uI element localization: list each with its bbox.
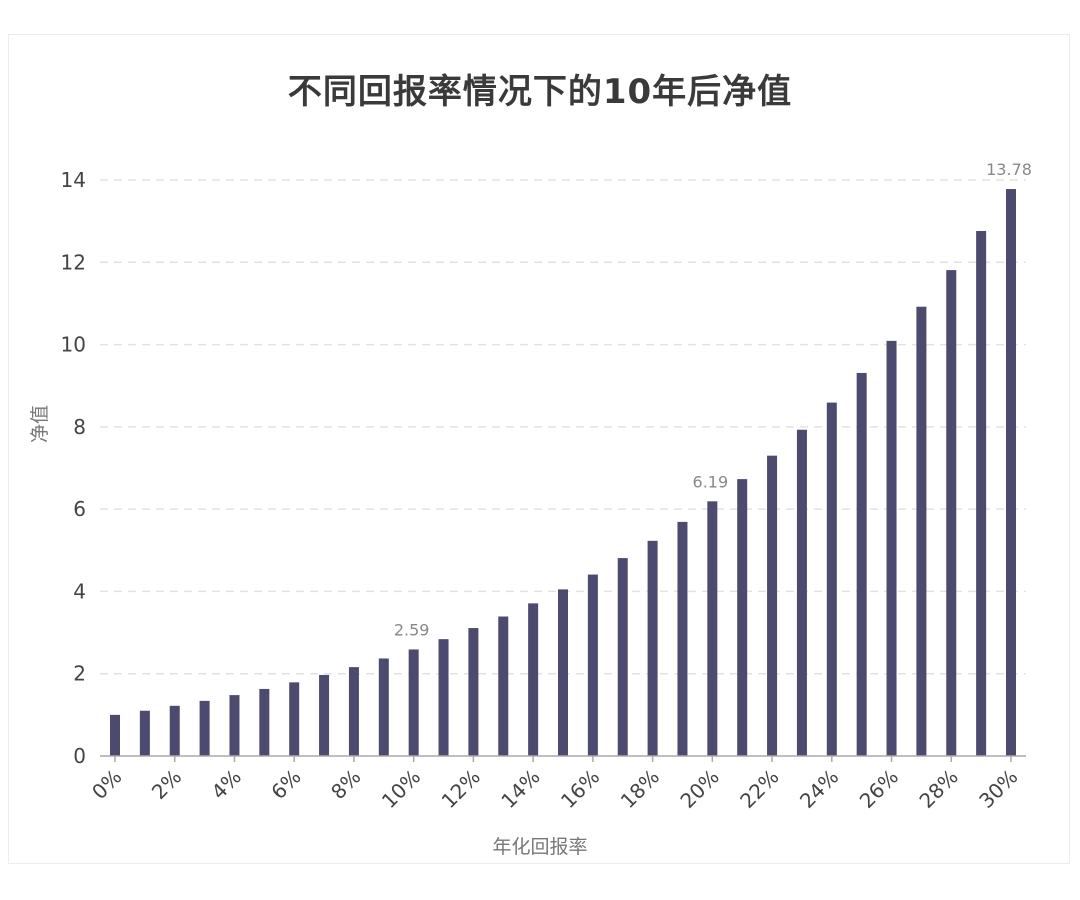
bar-3% [199,700,210,756]
x-tick-label: 10% [377,765,425,813]
x-tick-label: 4% [207,765,246,804]
bar-2% [169,705,180,756]
x-tick-label: 20% [675,765,723,813]
y-tick-label: 2 [73,662,86,686]
bar-11% [438,639,449,756]
bar-24% [826,402,837,756]
bar-13% [498,616,509,756]
bar-21% [737,479,748,756]
bar-16% [587,574,598,756]
bar-10% [408,649,419,756]
bar-4% [229,695,240,756]
bar-8% [348,667,359,756]
x-tick-label: 6% [266,765,305,804]
x-tick-label: 26% [855,765,903,813]
bar-19% [677,521,688,756]
y-tick-label: 6 [73,497,86,521]
x-tick-label: 28% [914,765,962,813]
x-tick-label: 16% [556,765,604,813]
x-tick-label: 22% [735,765,783,813]
x-tick-label: 12% [437,765,485,813]
grid-lines [100,179,1026,675]
chart-title: 不同回报率情况下的10年后净值 [287,72,793,112]
bar-18% [647,540,658,756]
data-label: 13.78 [986,160,1032,179]
x-tick-label: 18% [616,765,664,813]
bar-23% [796,429,807,756]
x-axis-title: 年化回报率 [492,836,587,858]
bar-14% [528,603,539,756]
bar-22% [767,455,778,756]
bar-7% [319,674,330,756]
bar-26% [886,340,897,756]
bar-28% [946,270,957,756]
y-tick-label: 0 [73,744,86,768]
bar-5% [259,688,270,756]
bar-1% [139,710,150,756]
y-axis-title: 净值 [29,405,51,443]
bar-9% [378,658,389,756]
data-label: 6.19 [693,472,729,491]
bar-20% [707,501,718,756]
x-tick-label: 2% [147,765,186,804]
y-tick-label: 8 [73,415,86,439]
bar-15% [558,589,568,756]
bar-27% [916,306,927,756]
y-tick-label: 10 [61,333,86,357]
data-label: 2.59 [394,620,430,639]
bar-25% [856,372,867,756]
axes [100,755,1026,762]
bar-17% [617,558,628,756]
bar-12% [468,628,479,756]
y-tick-label: 4 [73,579,86,603]
bar-0% [110,714,120,756]
bar-series [110,189,1016,757]
y-tick-label: 14 [61,168,86,192]
x-tick-label: 30% [974,765,1022,813]
bar-30% [1006,189,1016,757]
x-tick-label: 0% [87,765,126,804]
x-tick-label: 14% [496,765,544,813]
bar-6% [289,682,300,756]
x-tick-label: 8% [326,765,365,804]
x-tick-label: 24% [795,765,843,813]
bar-29% [976,231,987,756]
y-tick-label: 12 [61,250,86,274]
